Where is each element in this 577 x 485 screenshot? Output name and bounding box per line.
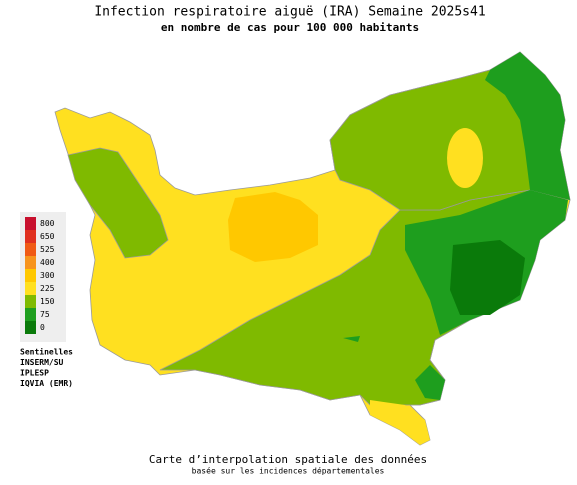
- source-label: IQVIA (EMR): [20, 379, 73, 388]
- legend: 800 650 525 400 300 225 150 75 0: [25, 217, 55, 334]
- legend-swatch: [25, 217, 36, 230]
- region: [450, 240, 525, 315]
- legend-swatch: [25, 308, 36, 321]
- footer-line: basée sur les incidences départementales: [192, 466, 385, 476]
- legend-label: 650: [40, 232, 55, 241]
- legend-swatch: [25, 282, 36, 295]
- source-label: IPLESP: [20, 369, 49, 378]
- legend-label: 400: [40, 258, 55, 267]
- map: [54, 51, 571, 446]
- subtitle: en nombre de cas pour 100 000 habitants: [161, 21, 419, 34]
- region: [370, 400, 430, 445]
- legend-swatch: [25, 269, 36, 282]
- legend-label: 225: [40, 284, 55, 293]
- legend-label: 525: [40, 245, 55, 254]
- region: [447, 128, 483, 188]
- title: Infection respiratoire aiguë (IRA) Semai…: [94, 5, 485, 20]
- legend-label: 800: [40, 219, 55, 228]
- legend-label: 0: [40, 323, 45, 332]
- region: [485, 52, 570, 200]
- source-label: Sentinelles: [20, 347, 73, 357]
- legend-swatch: [25, 230, 36, 243]
- legend-swatch: [25, 321, 36, 334]
- footer-line: Carte d’interpolation spatiale des donné…: [149, 453, 427, 466]
- region: [67, 147, 169, 259]
- legend-label: 300: [40, 271, 55, 280]
- source-label: INSERM/SU: [20, 358, 64, 367]
- region: [415, 365, 445, 400]
- region: [228, 192, 318, 262]
- legend-swatch: [25, 243, 36, 256]
- legend-swatch: [25, 256, 36, 269]
- legend-label: 75: [40, 310, 50, 319]
- legend-swatch: [25, 295, 36, 308]
- legend-label: 150: [40, 297, 55, 306]
- region: [343, 336, 360, 342]
